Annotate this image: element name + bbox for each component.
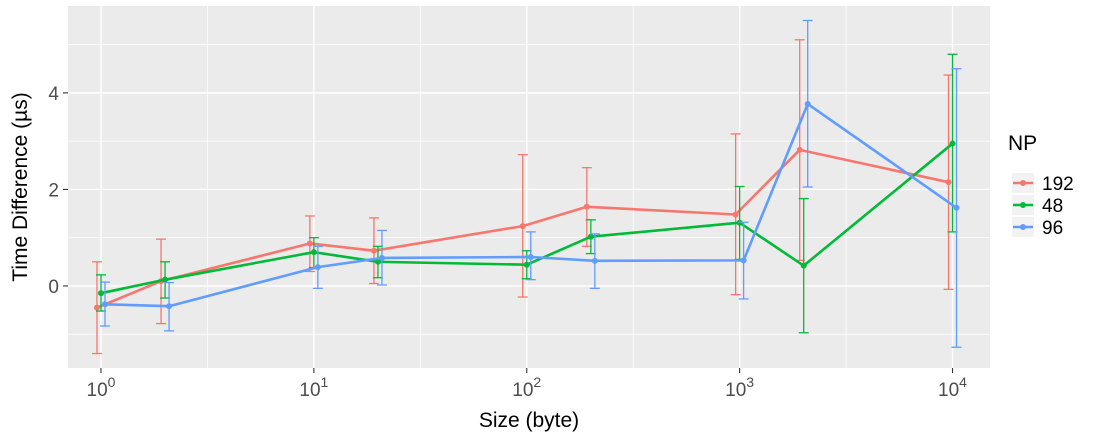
data-point [166,303,173,310]
series-48 [95,53,958,334]
legend-label: 192 [1042,174,1074,195]
x-tick-label: 100 [87,374,116,401]
data-point [97,290,104,297]
x-axis: 100 101 102 103 104 [87,368,967,401]
legend-item-48: 48 [1012,195,1063,217]
data-point [732,211,739,218]
data-point [591,257,598,264]
y-axis: 0 2 4 [48,84,68,298]
legend-label: 48 [1042,196,1063,217]
data-point [101,301,108,308]
series-96 [99,19,962,348]
x-tick-label: 101 [299,374,328,401]
legend-item-192: 192 [1012,173,1074,195]
x-tick-label: 104 [938,374,967,401]
data-point [587,233,594,240]
legend-label: 96 [1042,218,1063,239]
data-point [527,253,534,260]
data-point [314,264,321,271]
data-point [804,100,811,107]
data-point [523,261,530,268]
x-tick-label: 102 [512,374,541,401]
data-point [519,223,526,230]
data-point [800,262,807,269]
series-layer [91,19,962,355]
data-point [945,179,952,186]
x-axis-title: Size (byte) [479,409,579,432]
data-point [306,240,313,247]
legend-key-point [1020,224,1026,230]
series-192 [91,39,954,355]
legend-item-96: 96 [1012,217,1063,239]
data-point [370,247,377,254]
legend-key-point [1020,202,1026,208]
y-tick-label: 2 [48,180,59,201]
data-point [583,203,590,210]
data-point [953,204,960,211]
data-point [374,258,381,265]
y-axis-title: Time Difference (µs) [9,92,32,281]
x-tick-label: 103 [725,374,754,401]
plot-panel [68,6,990,368]
data-point [378,254,385,261]
data-point [796,146,803,153]
data-point [162,276,169,283]
y-tick-label: 0 [48,277,59,298]
legend-key-point [1020,180,1026,186]
data-point [310,249,317,256]
data-point [949,140,956,147]
data-point [93,304,100,311]
legend-title: NP [1008,132,1037,155]
data-point [740,257,747,264]
y-tick-label: 4 [48,84,59,105]
